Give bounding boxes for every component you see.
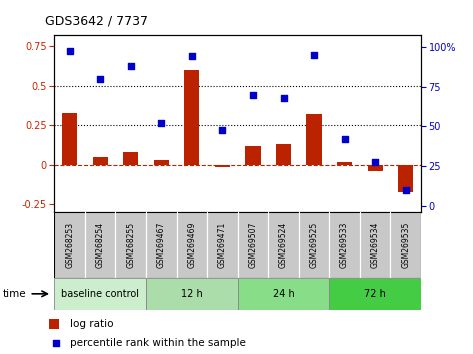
Bar	[329, 212, 360, 278]
Bar	[49, 319, 59, 329]
Point	[96, 76, 104, 81]
Text: percentile rank within the sample: percentile rank within the sample	[70, 338, 246, 348]
Point	[310, 52, 318, 57]
Point	[219, 127, 226, 132]
Text: GSM269471: GSM269471	[218, 222, 227, 268]
Text: GDS3642 / 7737: GDS3642 / 7737	[45, 14, 148, 27]
Point	[402, 188, 410, 193]
Point	[280, 95, 287, 101]
Bar	[299, 212, 329, 278]
Bar	[329, 278, 421, 310]
Point	[158, 120, 165, 126]
Point	[127, 63, 134, 69]
Point	[371, 159, 379, 165]
Point	[188, 53, 196, 59]
Text: GSM268254: GSM268254	[96, 222, 105, 268]
Bar	[368, 165, 383, 171]
Bar	[146, 212, 176, 278]
Text: GSM269469: GSM269469	[187, 222, 196, 268]
Point	[53, 340, 60, 346]
Bar	[115, 212, 146, 278]
Bar	[146, 278, 237, 310]
Bar	[184, 70, 200, 165]
Text: GSM269535: GSM269535	[401, 222, 410, 268]
Text: 24 h: 24 h	[272, 289, 294, 299]
Point	[341, 136, 349, 142]
Bar	[62, 113, 77, 165]
Bar	[245, 146, 261, 165]
Bar	[54, 278, 146, 310]
Bar	[360, 212, 390, 278]
Bar	[337, 162, 352, 165]
Text: GSM269533: GSM269533	[340, 222, 349, 268]
Bar	[54, 212, 85, 278]
Bar	[276, 144, 291, 165]
Bar	[207, 212, 237, 278]
Text: GSM268253: GSM268253	[65, 222, 74, 268]
Text: 72 h: 72 h	[364, 289, 386, 299]
Bar	[307, 114, 322, 165]
Bar	[176, 212, 207, 278]
Point	[249, 92, 257, 97]
Text: baseline control: baseline control	[61, 289, 139, 299]
Text: GSM269525: GSM269525	[309, 222, 318, 268]
Text: log ratio: log ratio	[70, 319, 114, 329]
Bar	[398, 165, 413, 192]
Bar	[93, 157, 108, 165]
Bar	[390, 212, 421, 278]
Bar	[85, 212, 115, 278]
Bar	[237, 212, 268, 278]
Bar	[215, 165, 230, 167]
Point	[66, 48, 73, 54]
Text: GSM269467: GSM269467	[157, 222, 166, 268]
Text: time: time	[2, 289, 26, 299]
Bar	[123, 152, 139, 165]
Bar	[237, 278, 329, 310]
Text: 12 h: 12 h	[181, 289, 203, 299]
Bar	[268, 212, 299, 278]
Text: GSM269507: GSM269507	[248, 222, 257, 268]
Text: GSM269534: GSM269534	[371, 222, 380, 268]
Text: GSM268255: GSM268255	[126, 222, 135, 268]
Bar	[154, 160, 169, 165]
Text: GSM269524: GSM269524	[279, 222, 288, 268]
